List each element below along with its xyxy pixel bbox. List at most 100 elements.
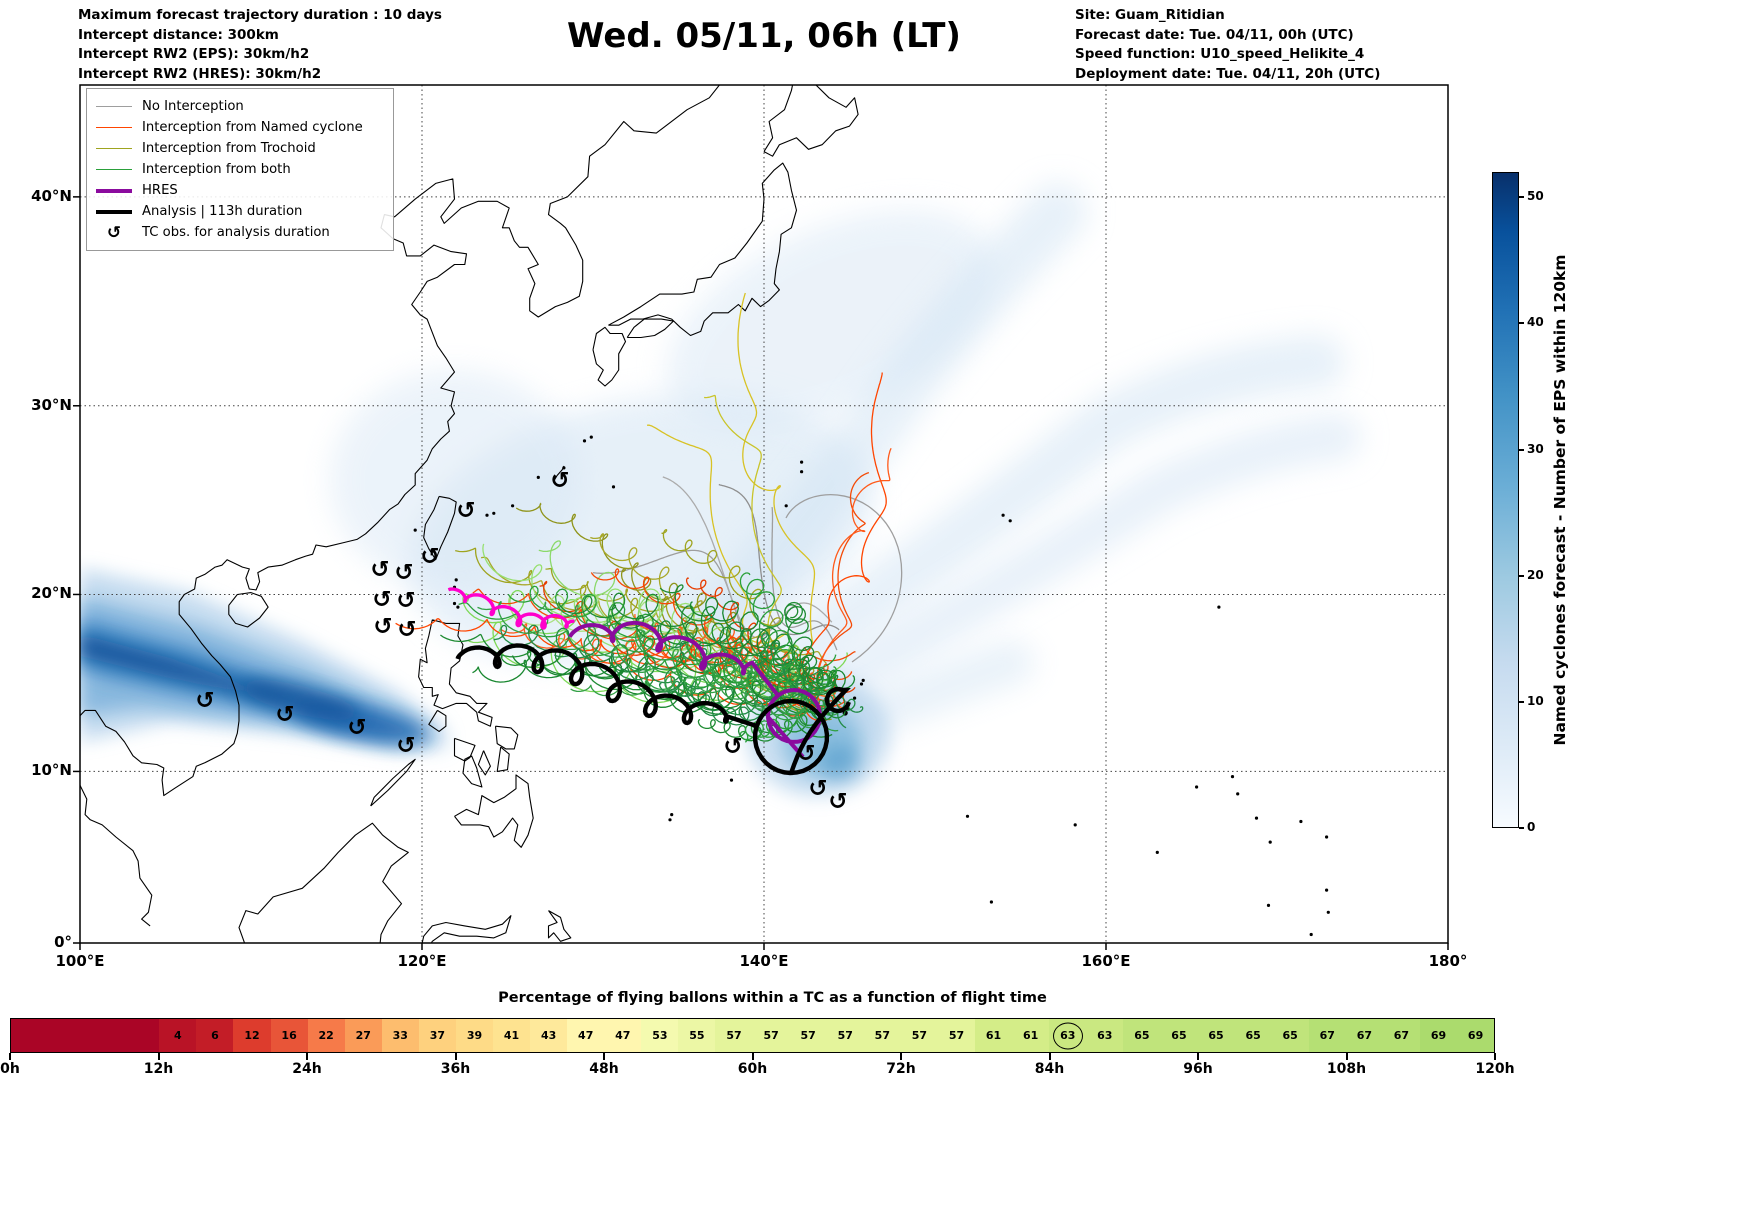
small-island [729, 778, 734, 782]
y-tick-label: 40°N [31, 186, 72, 205]
colorbar-tick-mark [1519, 574, 1524, 577]
timebar-cell: 6 [196, 1019, 234, 1052]
legend-label: Analysis | 113h duration [142, 204, 303, 219]
timebar-cell [85, 1019, 123, 1052]
time-tick-label: 108h [1326, 1061, 1367, 1077]
legend-item: No Interception [96, 96, 383, 117]
small-island [611, 485, 616, 489]
hres-trajectory [568, 620, 823, 759]
x-tick-label: 100°E [55, 952, 105, 970]
timebar-cell: 57 [863, 1019, 901, 1052]
time-tick-mark [454, 1053, 457, 1060]
timebar-cell: 65 [1197, 1019, 1235, 1052]
small-island [1236, 792, 1240, 796]
tc-obs-symbol: ↺ [420, 544, 439, 570]
small-island [536, 475, 540, 479]
time-tick-label: 60h [737, 1061, 768, 1077]
forecast-date: Forecast date: Tue. 04/11, 00h (UTC) [1075, 26, 1354, 43]
timebar-cell: 39 [455, 1019, 494, 1052]
flight-time-percentage-bar: 4 6 12 16 22 27 33 37 39 41 43 47 47 53 55 57 57 57 57 57 57… [10, 1018, 1495, 1053]
trajectory-both [760, 632, 864, 713]
tc-obs-symbol: ↺ [396, 733, 415, 759]
tc-obs-symbol: ↺ [808, 776, 827, 802]
tc-obs-symbol: ↺ [796, 741, 815, 767]
trajectory-named-cyclone [798, 372, 887, 678]
time-tick-mark [1345, 1053, 1348, 1060]
small-island [1325, 888, 1329, 892]
small-island [1195, 785, 1199, 789]
timebar-cell: 33 [381, 1019, 419, 1052]
legend-item: Analysis | 113h duration [96, 201, 383, 222]
trajectory-both [554, 647, 824, 690]
small-island [668, 818, 672, 822]
time-tick-mark [900, 1053, 902, 1060]
small-island [861, 678, 865, 683]
legend-label: TC obs. for analysis duration [142, 225, 330, 240]
colorbar-tick-label: 10 [1527, 693, 1544, 708]
small-island [456, 605, 460, 609]
trajectory-ensemble [395, 292, 903, 776]
config-intercept-rw2-hres: Intercept RW2 (HRES): 30km/h2 [78, 65, 322, 82]
trajectory-both [722, 640, 840, 716]
legend-item: Interception from Trochoid [96, 138, 383, 159]
time-tick-mark [751, 1053, 754, 1060]
trajectory-named-cyclone [472, 588, 856, 667]
legend-item: Interception from Named cyclone [96, 117, 383, 138]
timebar-cell: 65 [1234, 1019, 1272, 1052]
small-island [965, 814, 970, 818]
small-island [454, 578, 458, 582]
small-island [1325, 835, 1329, 839]
timebar-cell: 61 [1012, 1019, 1050, 1052]
legend-line-swatch [96, 209, 132, 214]
timebar-cell [11, 1019, 49, 1052]
timebar-cell: 57 [826, 1019, 864, 1052]
timebar-cell: 65 [1123, 1019, 1161, 1052]
legend-label: Interception from both [142, 162, 291, 177]
timebar-cell: 22 [307, 1019, 345, 1052]
trajectory-named-cyclone [500, 623, 813, 681]
colorbar-tick-label: 50 [1527, 189, 1544, 204]
tc-obs-symbols: ↺↺ ↺↺↺ ↺↺ ↺↺ ↺↺↺↺↺ ↺↺ ↺ [195, 468, 847, 815]
timebar-title: Percentage of flying ballons within a TC… [498, 990, 1047, 1006]
deployment-date: Deployment date: Tue. 04/11, 20h (UTC) [1075, 65, 1381, 82]
legend-item: ↺ TC obs. for analysis duration [96, 222, 383, 243]
small-island [670, 813, 674, 817]
time-tick-label: 48h [589, 1061, 619, 1077]
small-island [1155, 850, 1159, 855]
time-tick-label: 24h [292, 1061, 322, 1077]
small-island [800, 460, 804, 464]
timebar-cell: 12 [233, 1019, 271, 1052]
trajectory-no-interception [785, 494, 903, 663]
colorbar-tick-label: 0 [1527, 820, 1536, 834]
timebar-cell: 67 [1382, 1019, 1420, 1052]
time-tick-label: 120h [1475, 1061, 1515, 1077]
timebar-cell: 69 [1457, 1019, 1495, 1052]
colorbar-tick-mark [1519, 448, 1524, 451]
tc-obs-symbol: ↺ [550, 468, 569, 494]
legend-label: HRES [142, 183, 178, 198]
trajectory-named-cyclone [816, 447, 892, 705]
small-island [1008, 519, 1012, 523]
time-tick-mark [1197, 1053, 1199, 1060]
small-island [1268, 840, 1272, 844]
tc-obs-symbol: ↺ [195, 688, 214, 714]
small-island [485, 513, 489, 517]
timebar-cell [48, 1019, 86, 1052]
small-island [784, 504, 788, 508]
small-island [452, 601, 457, 606]
colorbar-label: Named cyclones forecast - Number of EPS … [1551, 254, 1569, 746]
trajectory-both [784, 601, 836, 690]
small-island [582, 439, 587, 443]
timebar-cell: 55 [678, 1019, 716, 1052]
small-island [989, 900, 994, 904]
timebar-cell: 27 [344, 1019, 382, 1052]
timebar-cell: 4 [159, 1019, 197, 1052]
small-island [492, 511, 496, 515]
legend-item: Interception from both [96, 159, 383, 180]
legend-line-swatch [96, 106, 132, 107]
config-max-duration: Maximum forecast trajectory duration : 1… [78, 7, 442, 23]
small-island [1326, 910, 1330, 914]
timebar-cell: 43 [530, 1019, 568, 1052]
time-tick-label: 12h [143, 1061, 174, 1077]
tc-obs-symbol-icon: ↺ [106, 222, 122, 243]
